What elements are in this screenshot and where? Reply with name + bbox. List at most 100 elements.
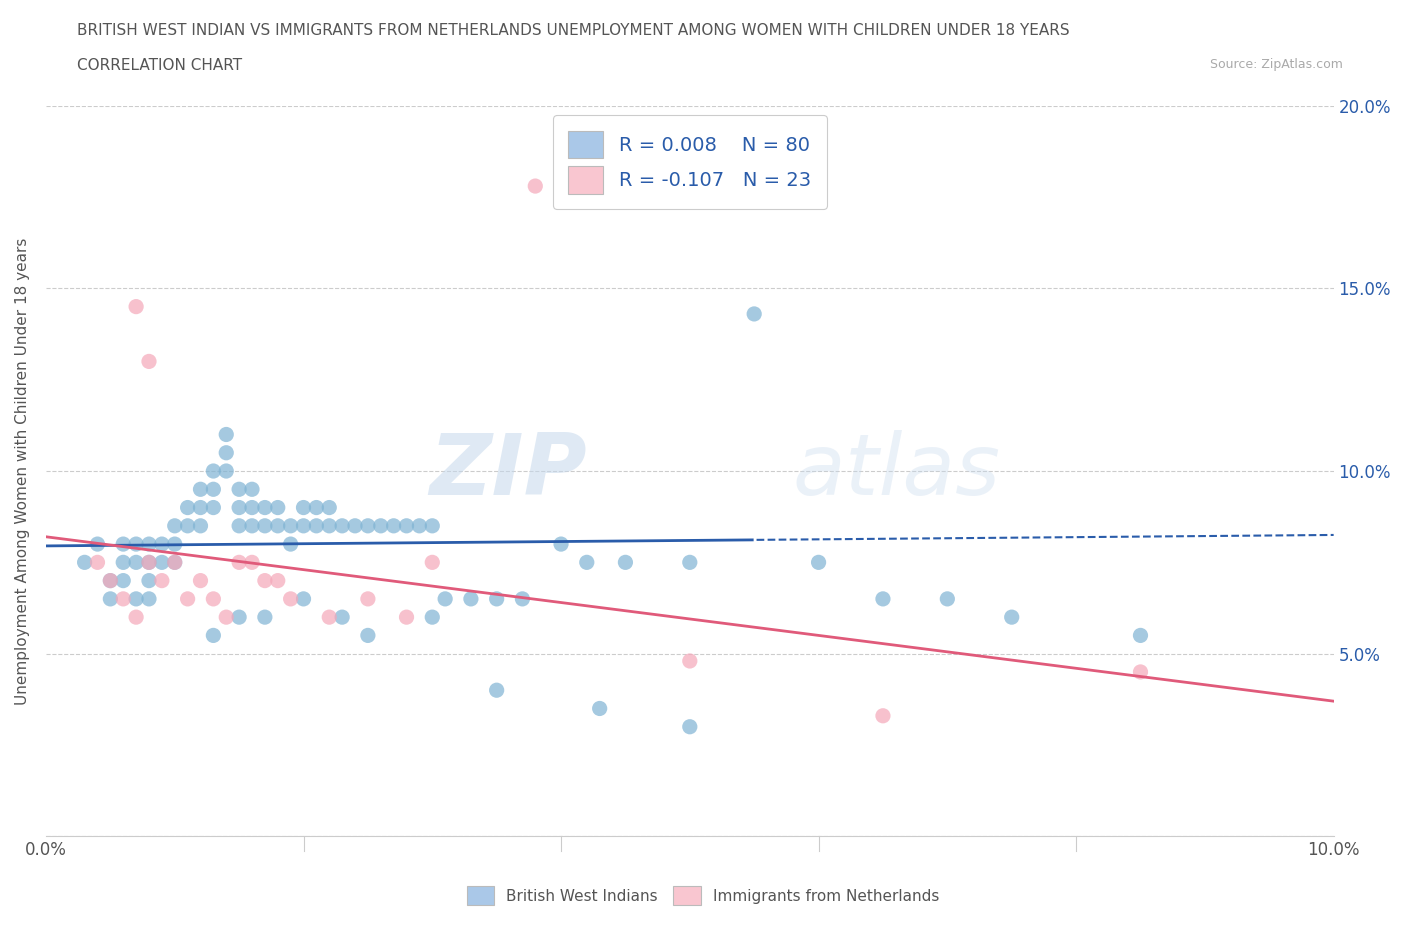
- Point: [318, 500, 340, 515]
- Point: [420, 610, 443, 625]
- Point: [679, 654, 702, 669]
- Point: [267, 573, 290, 588]
- Point: [807, 555, 830, 570]
- Point: [215, 427, 238, 442]
- Point: [215, 463, 238, 478]
- Point: [267, 500, 290, 515]
- Point: [253, 573, 276, 588]
- Point: [485, 683, 508, 698]
- Point: [190, 482, 212, 497]
- Point: [614, 555, 637, 570]
- Text: Source: ZipAtlas.com: Source: ZipAtlas.com: [1209, 58, 1343, 71]
- Point: [176, 591, 198, 606]
- Point: [138, 537, 160, 551]
- Point: [357, 518, 380, 533]
- Point: [138, 555, 160, 570]
- Point: [138, 573, 160, 588]
- Point: [150, 537, 173, 551]
- Point: [190, 518, 212, 533]
- Point: [343, 518, 366, 533]
- Point: [240, 555, 263, 570]
- Point: [240, 500, 263, 515]
- Point: [872, 709, 894, 724]
- Point: [202, 463, 225, 478]
- Point: [176, 518, 198, 533]
- Point: [575, 555, 598, 570]
- Point: [125, 537, 148, 551]
- Point: [228, 610, 250, 625]
- Point: [112, 555, 135, 570]
- Point: [460, 591, 482, 606]
- Point: [125, 591, 148, 606]
- Point: [253, 500, 276, 515]
- Text: BRITISH WEST INDIAN VS IMMIGRANTS FROM NETHERLANDS UNEMPLOYMENT AMONG WOMEN WITH: BRITISH WEST INDIAN VS IMMIGRANTS FROM N…: [77, 23, 1070, 38]
- Point: [318, 610, 340, 625]
- Point: [125, 555, 148, 570]
- Text: atlas: atlas: [793, 430, 1001, 512]
- Point: [73, 555, 96, 570]
- Point: [1129, 628, 1152, 643]
- Point: [395, 610, 418, 625]
- Text: CORRELATION CHART: CORRELATION CHART: [77, 58, 242, 73]
- Point: [125, 610, 148, 625]
- Point: [163, 537, 186, 551]
- Point: [190, 573, 212, 588]
- Point: [202, 591, 225, 606]
- Point: [215, 445, 238, 460]
- Point: [330, 610, 353, 625]
- Point: [125, 299, 148, 314]
- Point: [138, 555, 160, 570]
- Point: [679, 719, 702, 734]
- Point: [240, 518, 263, 533]
- Point: [589, 701, 612, 716]
- Point: [112, 573, 135, 588]
- Point: [86, 537, 108, 551]
- Point: [202, 628, 225, 643]
- Text: ZIP: ZIP: [429, 430, 586, 512]
- Point: [1001, 610, 1024, 625]
- Point: [190, 500, 212, 515]
- Point: [512, 591, 534, 606]
- Point: [382, 518, 405, 533]
- Point: [305, 518, 328, 533]
- Point: [163, 518, 186, 533]
- Legend: R = 0.008    N = 80, R = -0.107   N = 23: R = 0.008 N = 80, R = -0.107 N = 23: [553, 115, 827, 209]
- Point: [280, 537, 302, 551]
- Point: [150, 555, 173, 570]
- Point: [434, 591, 457, 606]
- Point: [253, 610, 276, 625]
- Point: [485, 591, 508, 606]
- Point: [370, 518, 392, 533]
- Point: [330, 518, 353, 533]
- Point: [138, 354, 160, 369]
- Point: [292, 500, 315, 515]
- Point: [395, 518, 418, 533]
- Point: [228, 482, 250, 497]
- Point: [228, 555, 250, 570]
- Point: [112, 537, 135, 551]
- Point: [420, 555, 443, 570]
- Point: [357, 591, 380, 606]
- Point: [202, 482, 225, 497]
- Point: [679, 555, 702, 570]
- Point: [86, 555, 108, 570]
- Point: [872, 591, 894, 606]
- Point: [550, 537, 572, 551]
- Point: [240, 482, 263, 497]
- Point: [524, 179, 547, 193]
- Point: [420, 518, 443, 533]
- Point: [318, 518, 340, 533]
- Point: [202, 500, 225, 515]
- Point: [98, 573, 121, 588]
- Point: [163, 555, 186, 570]
- Point: [267, 518, 290, 533]
- Point: [408, 518, 430, 533]
- Point: [742, 307, 765, 322]
- Point: [305, 500, 328, 515]
- Point: [936, 591, 959, 606]
- Point: [215, 610, 238, 625]
- Point: [228, 518, 250, 533]
- Point: [98, 591, 121, 606]
- Point: [357, 628, 380, 643]
- Point: [292, 518, 315, 533]
